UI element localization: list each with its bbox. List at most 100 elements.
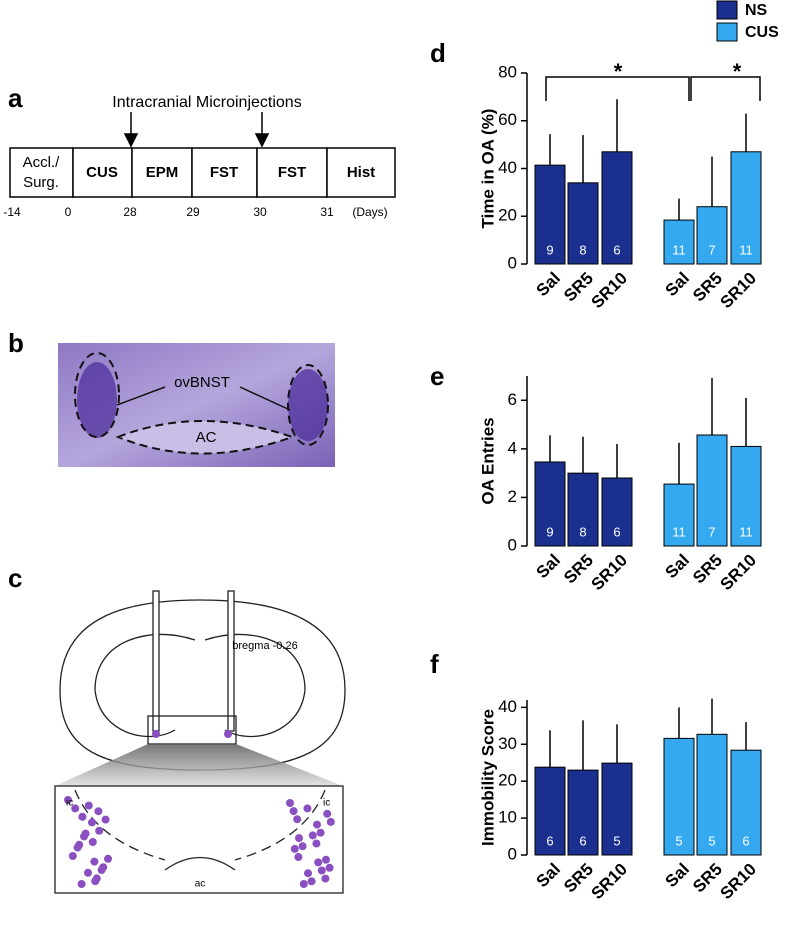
box-label: EPM xyxy=(146,164,179,181)
x-tick-label: SR10 xyxy=(716,551,760,595)
dot xyxy=(71,804,80,813)
n-label: 5 xyxy=(708,833,715,848)
y-tick-label: 4 xyxy=(508,438,517,457)
atlas-label: bregma -0.26 xyxy=(232,640,297,652)
y-tick-label: 20 xyxy=(498,206,517,225)
significance-bracket xyxy=(690,76,761,101)
bar xyxy=(567,182,599,265)
dot xyxy=(307,877,316,886)
bar xyxy=(534,766,566,856)
dot xyxy=(317,866,326,875)
dot xyxy=(286,799,294,807)
dot xyxy=(81,829,90,838)
box-label: Hist xyxy=(347,164,375,181)
dot xyxy=(84,801,93,810)
n-label: 6 xyxy=(579,833,586,848)
n-label: 11 xyxy=(739,524,753,539)
day-label: 0 xyxy=(65,205,72,219)
n-label: 6 xyxy=(613,242,620,257)
n-label: 9 xyxy=(546,524,553,539)
x-tick-label: Sal xyxy=(662,269,693,300)
bar xyxy=(696,733,728,856)
x-tick-label: Sal xyxy=(533,269,564,300)
bar xyxy=(534,164,566,265)
dot xyxy=(303,804,312,813)
dot xyxy=(314,858,323,867)
dot xyxy=(88,818,96,827)
y-tick-label: 80 xyxy=(498,62,517,81)
y-axis-label: OA Entries xyxy=(478,417,497,504)
n-label: 8 xyxy=(579,524,586,539)
significance-label: * xyxy=(733,59,742,84)
x-tick-label: Sal xyxy=(662,551,693,582)
legend-swatch xyxy=(716,22,738,42)
x-tick-label: Sal xyxy=(533,551,564,582)
x-tick-label: SR10 xyxy=(587,269,631,313)
dot xyxy=(77,880,86,888)
histology-image xyxy=(58,343,335,467)
atlas-label: ac xyxy=(195,879,206,890)
bar xyxy=(696,206,728,265)
dot xyxy=(75,840,84,849)
panel-letter: b xyxy=(8,328,24,358)
box-label: FST xyxy=(210,164,238,181)
bar xyxy=(730,151,762,265)
y-tick-label: 0 xyxy=(508,844,517,863)
y-tick-label: 10 xyxy=(498,808,517,827)
box-label: Surg. xyxy=(23,174,59,191)
day-label: 30 xyxy=(253,205,267,219)
dot xyxy=(99,863,108,872)
n-label: 6 xyxy=(742,833,749,848)
n-label: 5 xyxy=(613,833,620,848)
bar xyxy=(567,472,599,547)
day-label: 28 xyxy=(123,205,137,219)
bar xyxy=(696,434,728,547)
dot xyxy=(68,852,77,860)
y-axis-label: Time in OA (%) xyxy=(478,109,497,229)
bar xyxy=(663,737,695,856)
dot xyxy=(321,874,330,883)
n-label: 11 xyxy=(739,242,753,257)
box-label: CUS xyxy=(86,164,118,181)
dot xyxy=(316,828,325,837)
n-label: 6 xyxy=(546,833,553,848)
bar xyxy=(730,749,762,856)
x-tick-label: SR10 xyxy=(587,551,631,595)
atlas-label: ic xyxy=(66,798,73,809)
dot xyxy=(294,853,303,861)
n-label: 11 xyxy=(672,242,686,257)
dot xyxy=(95,826,104,835)
image-label: AC xyxy=(196,429,217,446)
timeline-title: Intracranial Microinjections xyxy=(112,94,301,111)
legend-swatch xyxy=(716,0,738,20)
y-tick-label: 20 xyxy=(498,771,517,790)
dot xyxy=(326,817,335,826)
dot xyxy=(325,863,334,872)
bar xyxy=(730,445,762,547)
dot xyxy=(101,815,110,824)
bar xyxy=(663,219,695,265)
n-label: 11 xyxy=(672,524,686,539)
panel-letter: d xyxy=(430,38,446,68)
image-label: ovBNST xyxy=(174,374,230,391)
panel-letter: e xyxy=(430,361,444,391)
dot xyxy=(312,839,321,848)
bar xyxy=(534,461,566,547)
dot xyxy=(290,844,299,853)
x-tick-label: Sal xyxy=(662,860,693,891)
bar xyxy=(601,151,633,265)
dot xyxy=(295,834,303,843)
n-label: 8 xyxy=(579,242,586,257)
dot xyxy=(298,842,307,851)
bar xyxy=(663,483,695,547)
dot xyxy=(323,809,332,818)
y-tick-label: 0 xyxy=(508,535,517,554)
bar xyxy=(601,477,633,547)
atlas-label: ic xyxy=(323,798,330,809)
day-label: -14 xyxy=(3,205,21,219)
y-tick-label: 6 xyxy=(508,390,517,409)
y-tick-label: 40 xyxy=(498,158,517,177)
y-tick-label: 60 xyxy=(498,110,517,129)
n-label: 6 xyxy=(613,524,620,539)
